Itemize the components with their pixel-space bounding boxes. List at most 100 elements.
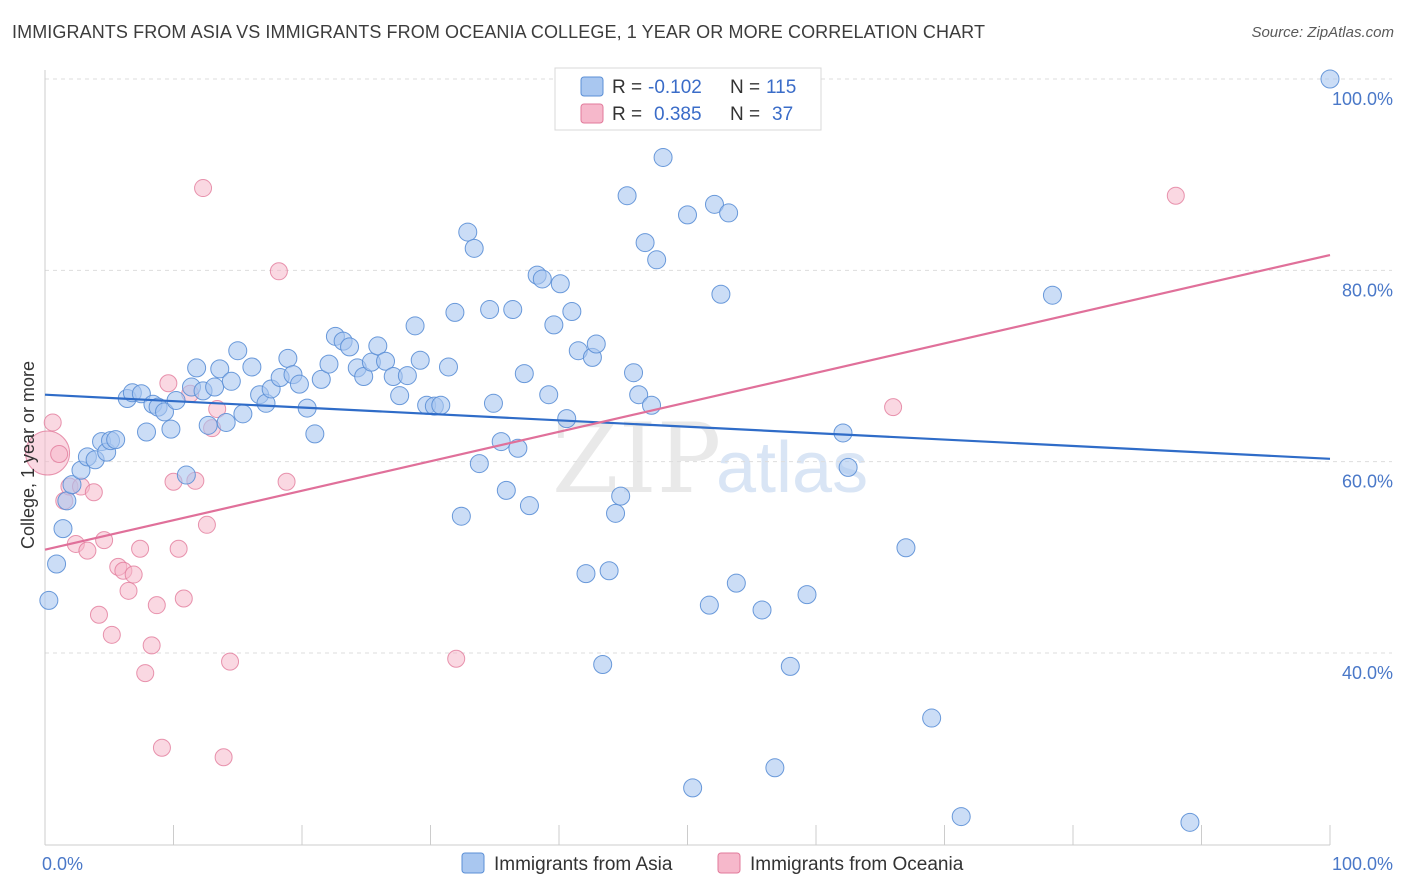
asia-point <box>711 284 731 304</box>
asia-point <box>752 600 772 620</box>
asia-point <box>797 585 817 605</box>
asia-point <box>242 357 262 377</box>
oceania-point <box>25 430 71 476</box>
asia-point <box>611 486 631 506</box>
legend-asia-swatch <box>580 76 604 97</box>
asia-point <box>161 419 181 439</box>
asia-point <box>593 654 613 674</box>
asia-point <box>62 475 82 495</box>
x-tick-label-min: 0.0% <box>42 854 83 874</box>
oceania-point <box>277 472 296 491</box>
asia-point <box>514 364 534 384</box>
asia-point <box>678 205 697 225</box>
asia-point <box>1320 69 1340 89</box>
asia-point <box>617 186 637 206</box>
y-tick-label: 80.0% <box>1342 280 1393 300</box>
asia-point <box>532 269 552 289</box>
asia-point <box>496 480 516 500</box>
y-tick-label: 100.0% <box>1332 89 1393 109</box>
oceania-point <box>43 413 62 432</box>
oceania-point <box>152 738 171 757</box>
asia-trend-line <box>44 393 1331 460</box>
asia-point <box>539 385 559 405</box>
asia-point <box>176 465 196 485</box>
oceania-point <box>89 605 108 624</box>
oceania-point <box>1166 186 1185 205</box>
asia-point <box>451 506 471 526</box>
asia-point <box>469 454 489 474</box>
oceania-point <box>447 649 466 668</box>
asia-point <box>198 415 218 435</box>
oceania-point <box>147 596 166 615</box>
oceania-point <box>142 636 161 655</box>
asia-point <box>519 496 539 516</box>
asia-point <box>951 807 971 827</box>
y-tick-label: 40.0% <box>1342 663 1393 683</box>
asia-points <box>39 69 1340 832</box>
asia-point <box>390 386 410 406</box>
legend-oceania-n-value: 37 <box>772 104 793 125</box>
asia-point <box>228 341 248 361</box>
oceania-points <box>25 179 1185 767</box>
asia-point <box>683 778 703 798</box>
asia-point <box>647 250 667 270</box>
legend-asia-n-label: N = <box>730 77 760 98</box>
asia-point <box>106 430 126 450</box>
oceania-point <box>174 589 193 608</box>
asia-point <box>483 393 503 413</box>
asia-point <box>726 573 746 593</box>
asia-point <box>210 359 230 379</box>
legend-asia-r-value: -0.102 <box>648 77 702 98</box>
asia-point <box>445 302 465 322</box>
asia-point <box>833 423 853 443</box>
oceania-point <box>78 541 97 560</box>
oceania-point <box>884 398 903 417</box>
asia-point <box>340 337 360 357</box>
x-tick-label-max: 100.0% <box>1332 854 1393 874</box>
oceania-point <box>208 400 227 419</box>
asia-point <box>205 377 225 397</box>
asia-point <box>368 336 388 356</box>
asia-point <box>635 233 655 253</box>
asia-point <box>606 503 626 523</box>
asia-point <box>311 369 331 389</box>
oceania-point <box>269 262 288 281</box>
correlation-legend: R = -0.102 N = 115 R = 0.385 N = 37 <box>554 67 822 131</box>
oceania-point <box>102 625 121 644</box>
asia-point <box>599 561 619 581</box>
oceania-point <box>169 539 188 558</box>
asia-point <box>550 274 570 294</box>
asia-point <box>544 315 564 335</box>
legend-oceania-r-value: 0.385 <box>654 104 702 125</box>
asia-point <box>780 656 800 676</box>
asia-point <box>438 357 458 377</box>
asia-point <box>187 358 207 378</box>
asia-point <box>704 194 724 214</box>
asia-point <box>653 147 673 167</box>
oceania-point <box>131 539 150 558</box>
asia-point <box>305 424 325 444</box>
bottom-legend-asia-label: Immigrants from Asia <box>494 854 673 875</box>
oceania-point <box>221 652 240 671</box>
asia-point <box>896 538 916 558</box>
oceania-point <box>197 515 216 534</box>
asia-point <box>491 432 511 452</box>
oceania-point <box>124 565 143 584</box>
asia-point <box>1042 285 1062 305</box>
asia-point <box>155 402 175 422</box>
asia-point <box>458 222 478 242</box>
asia-point <box>278 348 298 368</box>
asia-point <box>289 374 309 394</box>
asia-point <box>922 708 942 728</box>
asia-point <box>629 385 649 405</box>
asia-point <box>765 758 785 778</box>
asia-point <box>1180 812 1200 832</box>
asia-point <box>47 554 67 574</box>
asia-point <box>57 491 77 511</box>
asia-point <box>562 301 582 321</box>
legend-asia-r-label: R = <box>612 77 642 98</box>
asia-point <box>624 363 644 383</box>
oceania-point <box>159 374 178 393</box>
bottom-legend-asia-swatch <box>461 852 485 874</box>
